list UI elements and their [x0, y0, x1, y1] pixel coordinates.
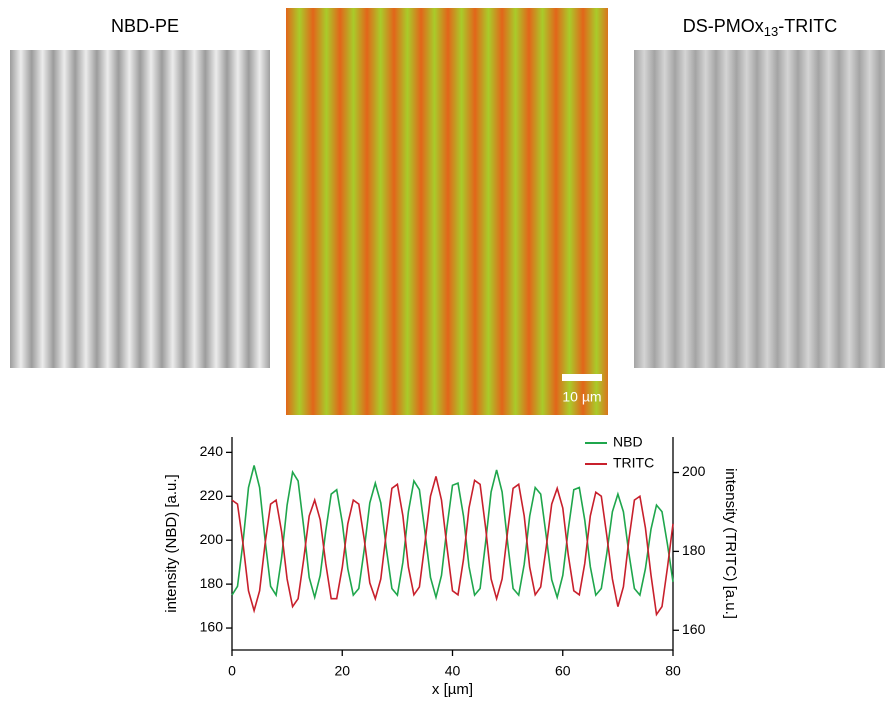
- y-tick-label: 240: [200, 443, 224, 459]
- x-tick-label: 80: [665, 663, 681, 679]
- axis-frame: [231, 437, 674, 651]
- y-tick-label: 200: [200, 531, 224, 547]
- y-tick-label: 180: [200, 575, 224, 591]
- series-line: [231, 476, 674, 617]
- x-axis-label: x [µm]: [432, 681, 473, 698]
- overlay-image: [286, 8, 608, 415]
- legend-label: NBD: [613, 434, 643, 450]
- y2-tick-label: 160: [682, 621, 706, 637]
- scale-bar-label: 10 µm: [562, 389, 601, 405]
- y-tick-label: 220: [200, 487, 224, 503]
- y-tick-label: 160: [200, 619, 224, 635]
- y2-axis-label: intensity (TRITC) [a.u.]: [722, 468, 739, 619]
- x-tick-label: 20: [334, 663, 350, 679]
- x-tick-label: 40: [445, 663, 461, 679]
- x-tick-label: 0: [228, 663, 236, 679]
- image-title: DS-PMOx13-TRITC: [683, 16, 837, 40]
- title-subscript: 13: [764, 24, 778, 39]
- chart: 160 180 200 220 240 160 180 200 0 20 40 60 80 x [µm] i…: [163, 434, 739, 698]
- nbd-image: [10, 50, 270, 368]
- x-tick-label: 60: [555, 663, 571, 679]
- scale-bar: [562, 374, 602, 381]
- legend-label: TRITC: [613, 455, 654, 471]
- title-part: DS-PMOx: [683, 16, 764, 36]
- title-part: -TRITC: [778, 16, 837, 36]
- y-axis-label: intensity (NBD) [a.u.]: [163, 474, 180, 612]
- image-title: NBD-PE: [111, 16, 179, 36]
- y2-tick-label: 180: [682, 542, 706, 558]
- y2-tick-label: 200: [682, 463, 706, 479]
- tritc-image: [634, 50, 885, 368]
